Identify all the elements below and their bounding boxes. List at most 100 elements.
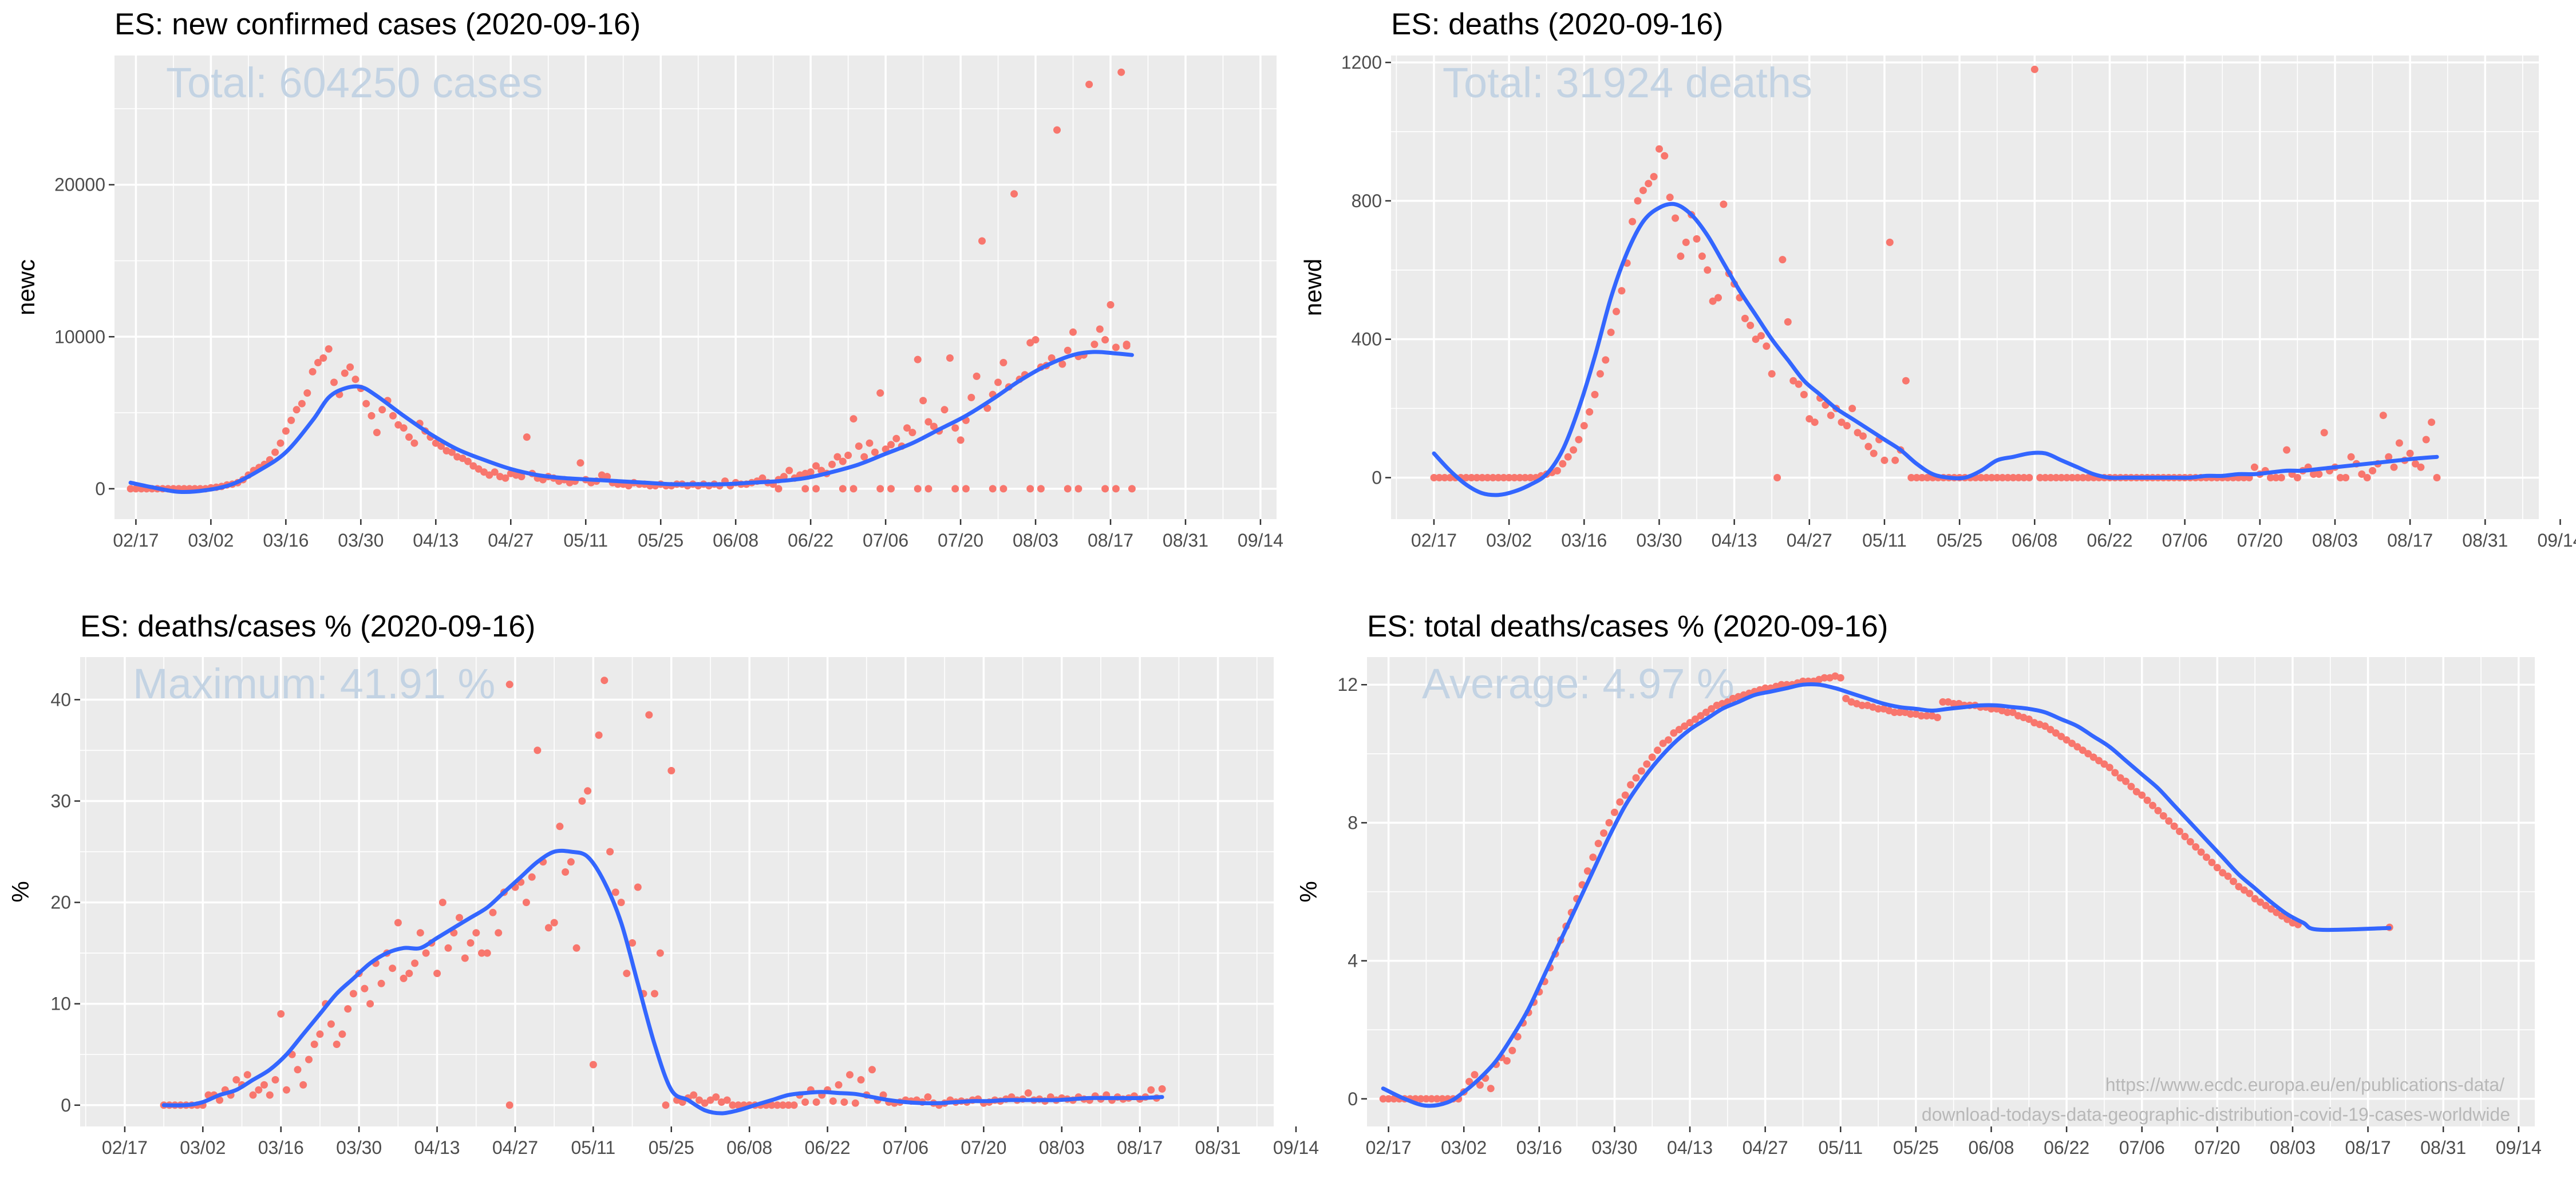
data-point [2095,757,2103,765]
data-point [314,359,322,366]
data-point [1607,329,1615,337]
data-point [2030,65,2038,73]
x-tick-label: 08/31 [1163,530,1208,551]
data-point [617,899,625,907]
data-point [887,485,895,493]
data-point [857,1076,865,1084]
data-point [1441,474,1449,481]
data-point [1697,712,1705,719]
data-point [780,473,788,481]
maximum-annotation: Maximum: 41.91 % [133,660,495,707]
data-point [2159,812,2167,820]
data-point [572,944,580,952]
data-point [2186,838,2194,846]
data-point [405,970,413,978]
grid-major [1367,657,2535,1126]
data-point [2208,859,2216,867]
data-point [298,400,306,408]
data-point [1446,474,1454,481]
y-ticks: 0 400 800 1200 [1341,52,1391,488]
data-point [951,424,959,432]
smooth-line [1432,201,2439,497]
x-tick-label: 06/22 [805,1137,851,1158]
data-point [1096,325,1104,333]
x-tick-label: 03/16 [1561,530,1607,551]
data-point [2004,474,2012,481]
grid-minor [1367,657,2535,1126]
x-tick-label: 08/03 [1013,530,1058,551]
data-point [2406,449,2414,457]
data-point [1435,474,1443,481]
data-point [908,429,916,437]
smooth-line [128,350,1134,494]
data-point [467,939,475,947]
data-point [1026,485,1034,493]
data-point [651,990,658,998]
data-point [1064,346,1072,354]
data-point [1487,1085,1495,1093]
data-point [696,1096,703,1104]
data-point [2004,709,2012,716]
data-point [277,1010,285,1018]
data-point [1864,442,1872,450]
data-point [310,1041,318,1048]
data-point [2230,877,2237,885]
x-tick-label: 07/20 [961,1137,1006,1158]
data-point [839,485,847,493]
data-point [2057,733,2065,741]
data-point [2149,801,2156,809]
data-point [2347,453,2355,461]
data-point [595,731,603,739]
chart-title: ES: deaths (2020-09-16) [1391,7,1723,41]
data-point [855,442,863,450]
data-point [978,237,986,245]
chart-total-deaths-cases-pct: ES: total deaths/cases % (2020-09-16) Av… [1295,610,2542,1158]
data-point [1032,336,1040,344]
data-point [2390,463,2398,471]
data-point [1158,1085,1166,1093]
data-point [2041,722,2049,730]
data-point [567,858,575,866]
data-point [1634,197,1642,205]
data-point [919,397,927,405]
y-tick-label: 12 [1337,674,1358,695]
data-point [1505,474,1513,481]
data-point [723,1096,731,1104]
data-point [1789,377,1797,385]
data-point [2132,788,2140,796]
data-point [957,436,965,444]
data-point [373,429,381,437]
data-point [1800,390,1808,398]
data-point [2267,905,2275,913]
data-point [2063,474,2071,481]
data-point [505,681,513,689]
data-point [962,485,970,493]
data-point [1650,173,1658,181]
data-point [255,1086,263,1094]
x-tick-label: 03/30 [338,530,384,551]
source-url-line-1: https://www.ecdc.europa.eu/en/publicatio… [2105,1074,2504,1095]
x-tick-label: 03/16 [263,530,309,551]
data-point [1508,1046,1516,1054]
data-point [1988,474,1996,481]
data-point [623,970,631,978]
x-tick-label: 06/08 [713,530,758,551]
data-point [828,460,836,468]
data-point [578,797,586,805]
x-tick-label: 02/17 [102,1137,148,1158]
data-point [1838,418,1846,426]
data-point [846,1071,854,1079]
data-point [1428,1095,1436,1103]
chart-deaths: ES: deaths (2020-09-16) Total: 31924 dea… [1299,7,2576,551]
data-point [1870,449,1878,457]
x-tick-label: 05/11 [571,1137,616,1158]
data-point [951,485,959,493]
data-point [400,974,408,982]
data-point [1048,354,1056,362]
data-point [1107,301,1115,309]
data-point [2111,769,2119,777]
data-point [1896,709,1904,716]
data-point [706,1096,714,1104]
data-point [2041,474,2049,481]
